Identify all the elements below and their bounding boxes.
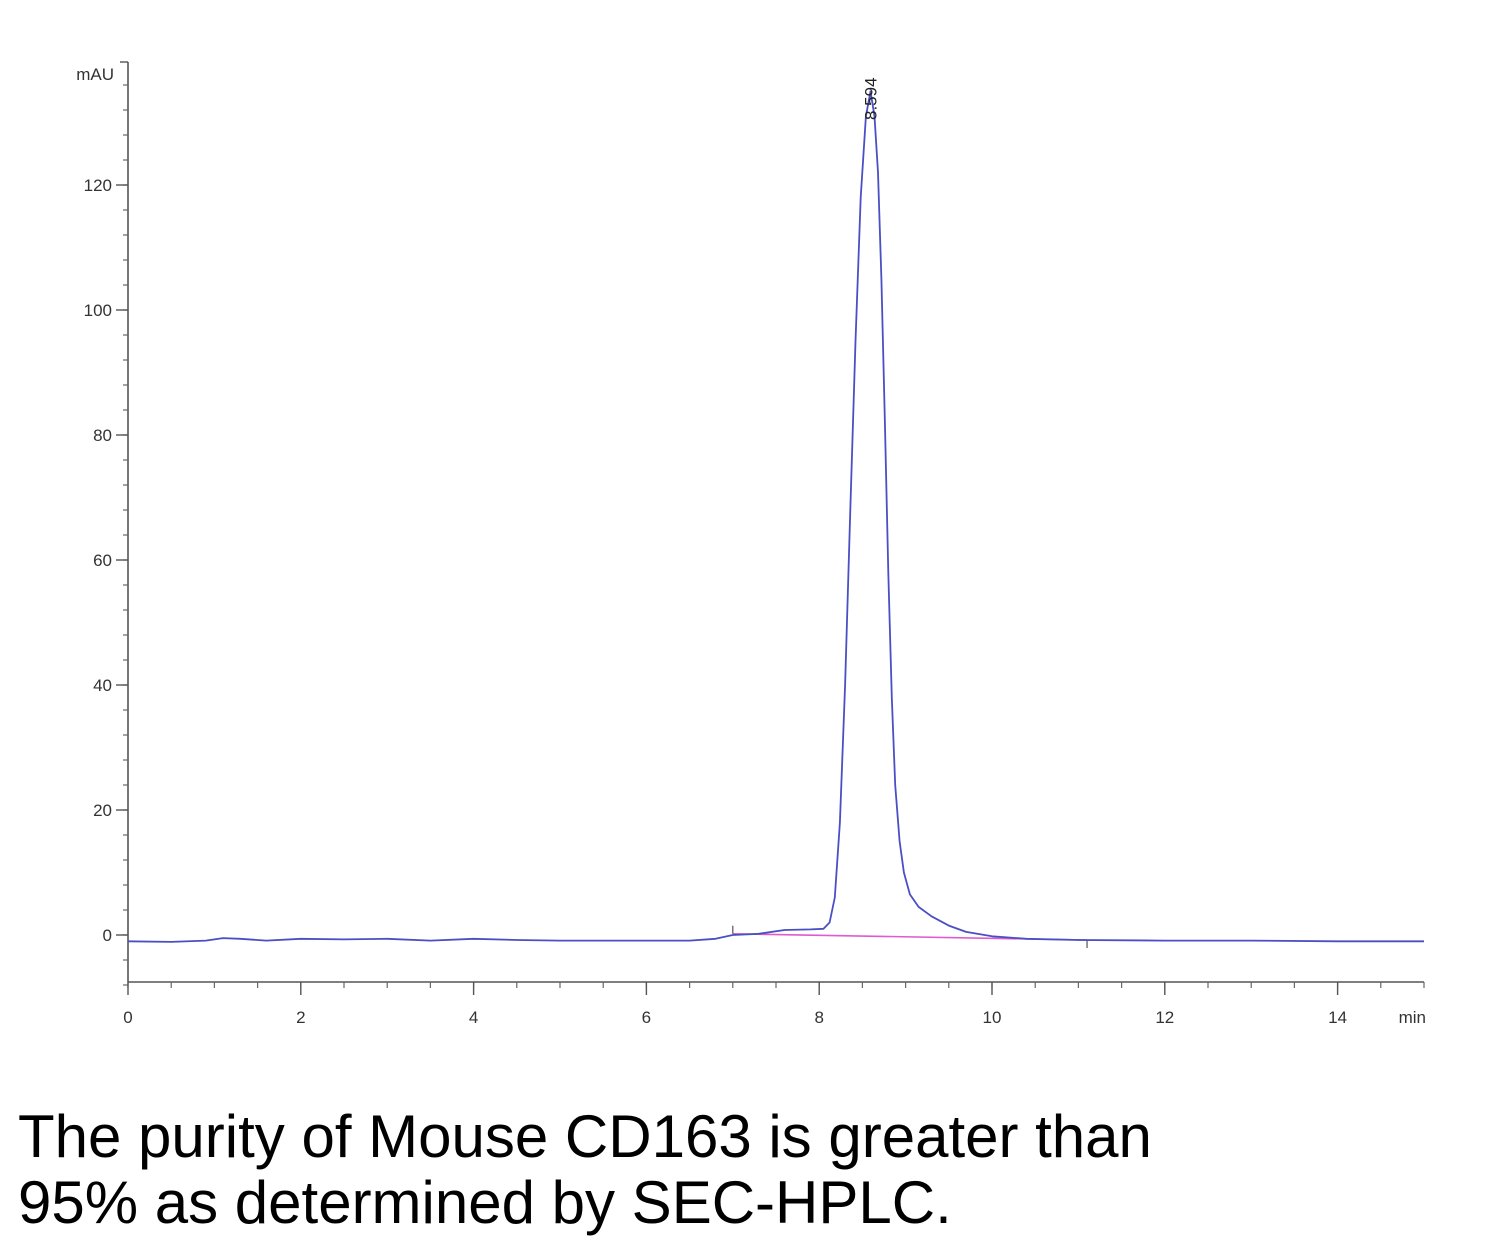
x-tick-label: 2 bbox=[296, 1008, 305, 1027]
caption-line-2: 95% as determined by SEC-HPLC. bbox=[18, 1169, 952, 1236]
x-unit-label: min bbox=[1399, 1008, 1426, 1027]
chromatogram-chart: 0 20 40 60 80 100 120 mAU 0 2 4 6 8 10 12 14 min 8.594 bbox=[76, 61, 1426, 1027]
x-tick-label: 0 bbox=[123, 1008, 132, 1027]
peak-retention-label: 8.594 bbox=[862, 77, 881, 120]
x-tick-label: 12 bbox=[1155, 1008, 1174, 1027]
y-tick-label: 100 bbox=[84, 301, 112, 320]
caption: The purity of Mouse CD163 is greater tha… bbox=[18, 1104, 1478, 1236]
y-tick-label: 20 bbox=[93, 801, 112, 820]
x-tick-label: 8 bbox=[814, 1008, 823, 1027]
caption-line-1: The purity of Mouse CD163 is greater tha… bbox=[18, 1103, 1152, 1170]
y-tick-label: 40 bbox=[93, 676, 112, 695]
x-tick-label: 6 bbox=[642, 1008, 651, 1027]
x-tick-label: 14 bbox=[1328, 1008, 1347, 1027]
y-tick-label: 80 bbox=[93, 426, 112, 445]
chromatogram-line bbox=[127, 90, 1424, 943]
axes: 0 20 40 60 80 100 120 mAU 0 2 4 6 8 10 12 14 min bbox=[76, 61, 1426, 1027]
y-tick-label: 60 bbox=[93, 551, 112, 570]
y-tick-label: 120 bbox=[84, 176, 112, 195]
x-tick-label: 10 bbox=[983, 1008, 1002, 1027]
chart-marks: 8.594 bbox=[127, 77, 1424, 948]
y-tick-label: 0 bbox=[103, 926, 112, 945]
x-tick-label: 4 bbox=[469, 1008, 478, 1027]
y-unit-label: mAU bbox=[76, 65, 114, 84]
